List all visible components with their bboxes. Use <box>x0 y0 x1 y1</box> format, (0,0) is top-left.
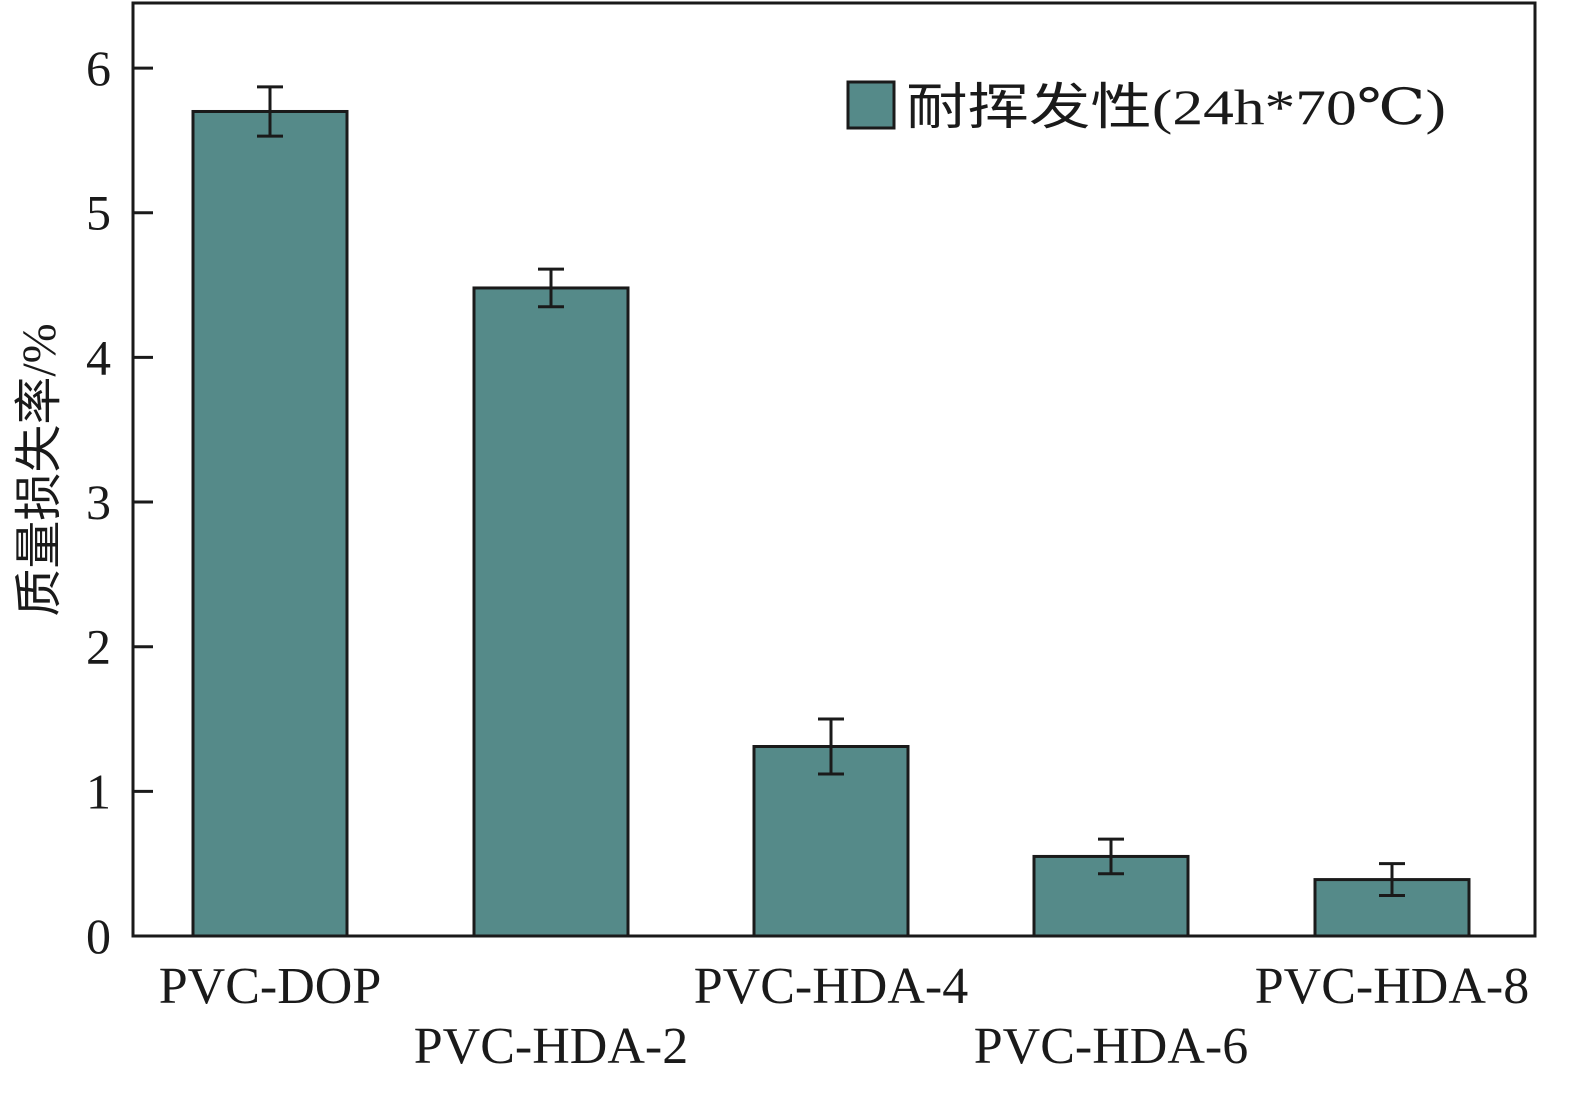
x-category-label: PVC-DOP <box>159 958 382 1015</box>
y-tick-label: 6 <box>86 40 111 96</box>
y-tick-label: 4 <box>86 329 111 385</box>
legend: 耐挥发性(24h*70℃) <box>846 79 1446 135</box>
bar-pvc-dop <box>191 109 349 938</box>
bar-pvc-hda-2 <box>472 286 630 938</box>
error-bars-layer <box>257 85 1405 897</box>
y-tick-label: 1 <box>86 763 111 819</box>
x-category-label: PVC-HDA-6 <box>974 1018 1248 1075</box>
x-category-label: PVC-HDA-2 <box>414 1018 688 1075</box>
y-tick-label: 0 <box>86 908 111 964</box>
plot-frame <box>131 1 1537 938</box>
x-category-label: PVC-HDA-4 <box>694 958 968 1015</box>
legend-swatch <box>846 80 896 130</box>
y-tick-label: 2 <box>86 619 111 675</box>
bar-pvc-hda-4 <box>752 745 910 938</box>
y-tick-label: 3 <box>86 474 111 530</box>
legend-label: 耐挥发性(24h*70℃) <box>906 79 1446 135</box>
y-tick-label: 5 <box>86 185 111 241</box>
x-axis-category-labels: PVC-DOP PVC-HDA-2PVC-HDA-4PVC-HDA-6PVC-HD… <box>159 958 1529 1075</box>
y-axis-title: 质量损失率/% <box>13 323 66 616</box>
bars-layer <box>191 109 1471 938</box>
x-category-label: PVC-HDA-8 <box>1255 958 1529 1015</box>
y-axis-ticks: 0 1 2 3 4 5 6 <box>86 40 153 964</box>
